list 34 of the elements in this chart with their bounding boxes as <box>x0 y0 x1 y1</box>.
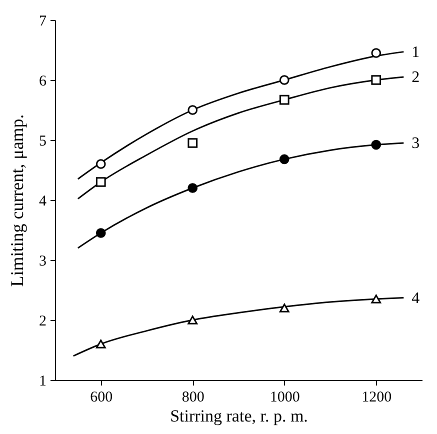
y-tick-label: 4 <box>39 194 47 210</box>
point <box>279 75 290 85</box>
x-tick-label: 1200 <box>362 390 392 406</box>
point <box>188 105 198 115</box>
x-tick-label: 600 <box>90 390 113 406</box>
point <box>96 177 106 187</box>
y-axis-title: Limiting current, μamp. <box>7 114 27 287</box>
point <box>96 159 106 169</box>
y-tick-label: 7 <box>39 14 47 30</box>
point <box>371 140 382 150</box>
y-tick-label: 2 <box>39 314 46 330</box>
line-series <box>77 76 404 200</box>
point <box>279 94 290 105</box>
y-tick-label: 6 <box>39 74 47 90</box>
point <box>188 183 198 193</box>
series-label: 3 <box>412 135 420 152</box>
point <box>279 304 290 312</box>
point <box>96 228 106 238</box>
point <box>188 138 198 148</box>
point <box>371 294 382 304</box>
x-axis-title: Stirring rate, r. p. m. <box>170 406 308 426</box>
point <box>371 75 382 85</box>
series-label: 1 <box>412 44 420 61</box>
point <box>96 340 106 348</box>
x-tick-label: 800 <box>182 390 204 406</box>
series-label: 4 <box>412 290 420 307</box>
y-tick-label: 5 <box>39 134 46 150</box>
point <box>371 48 382 58</box>
point <box>279 154 290 164</box>
y-tick-label: 3 <box>39 254 46 270</box>
y-tick-label: 1 <box>39 374 46 390</box>
point <box>188 316 198 324</box>
x-tick-label: 1000 <box>270 390 300 406</box>
series-label: 2 <box>412 69 420 86</box>
